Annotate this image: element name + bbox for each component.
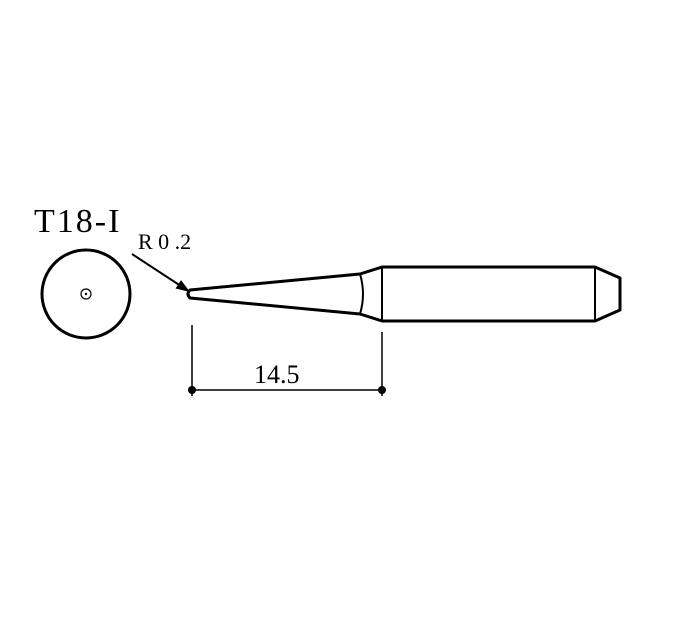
tip-profile bbox=[188, 267, 620, 321]
technical-drawing: T18-I R 0 .2 14.5 bbox=[0, 0, 683, 624]
part-number: T18-I bbox=[34, 203, 121, 240]
length-value: 14.5 bbox=[254, 360, 300, 389]
radius-leader bbox=[132, 254, 190, 292]
tip-radius-label: R 0 .2 bbox=[138, 229, 191, 254]
